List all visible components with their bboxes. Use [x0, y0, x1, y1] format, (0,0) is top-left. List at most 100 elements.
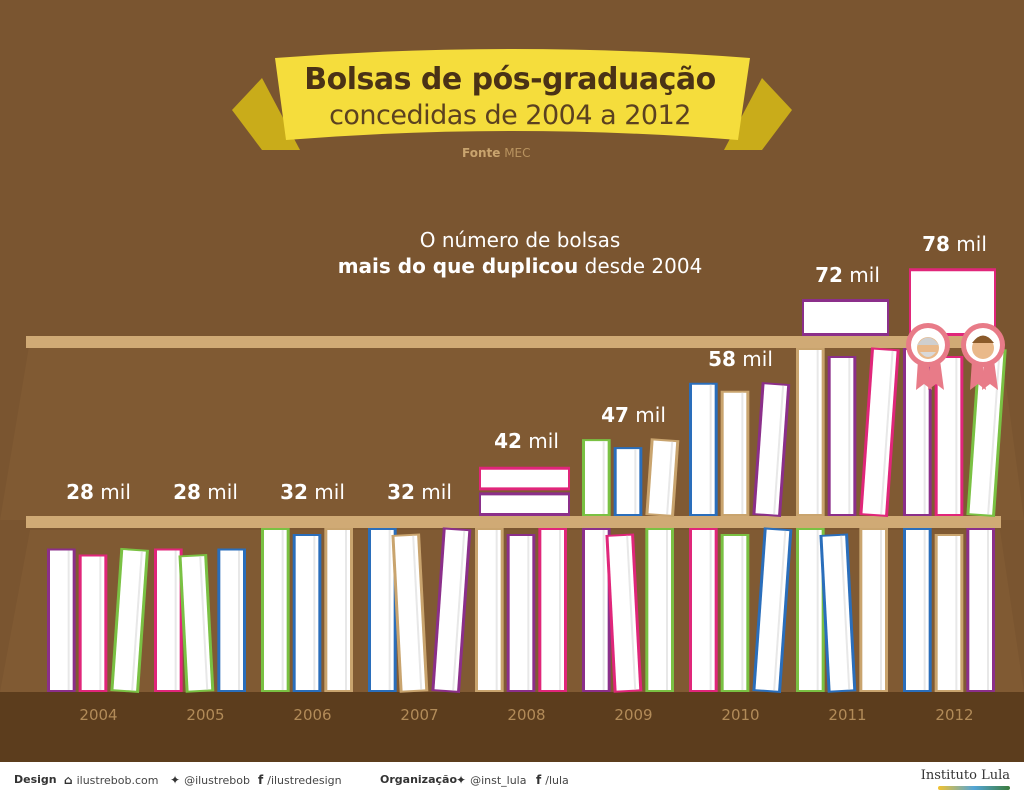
- source-value: MEC: [504, 146, 531, 160]
- bar-book: [292, 534, 322, 692]
- banner-right-tail: [724, 78, 792, 150]
- headline-line2: mais do que duplicou desde 2004: [280, 254, 760, 278]
- banner-body: [275, 49, 750, 140]
- bar-book: [605, 533, 643, 693]
- org-twitter-link[interactable]: ✦ @inst_lula: [456, 773, 526, 787]
- x-tick-label: 2009: [614, 706, 653, 724]
- headline-line1: O número de bolsas: [419, 228, 621, 252]
- title-banner: [232, 49, 792, 150]
- page-subtitle: concedidas de 2004 a 2012: [329, 100, 691, 131]
- middle-shelf: [26, 516, 1001, 528]
- bar-book: [819, 533, 857, 693]
- headline-bold: mais do que duplicou: [337, 254, 579, 278]
- bar-book: [752, 527, 793, 693]
- bar-book: [261, 528, 290, 692]
- bar-book: [689, 528, 718, 692]
- x-tick-label: 2006: [293, 706, 332, 724]
- x-tick-label: 2007: [400, 706, 439, 724]
- bar-book: [110, 547, 149, 693]
- bar-book: [431, 527, 472, 693]
- data-label: 72 mil: [815, 263, 880, 287]
- x-tick-label: 2004: [79, 706, 118, 724]
- data-label: 32 mil: [387, 480, 452, 504]
- bar-book: [827, 356, 857, 516]
- bar-book: [802, 299, 889, 336]
- design-site-text: ilustrebob.com: [76, 774, 159, 787]
- data-label: 58 mil: [708, 346, 773, 371]
- bar-book: [475, 528, 504, 692]
- bar-book: [720, 390, 750, 516]
- bar-book: [859, 347, 900, 517]
- data-label: 28 mil: [66, 480, 131, 504]
- logo-underline: [938, 786, 1010, 790]
- source-label: Fonte: [462, 146, 501, 160]
- bars: [47, 268, 1007, 693]
- chart-canvas: [0, 49, 1024, 762]
- medal-icon: [961, 323, 1005, 390]
- org-facebook-text: /lula: [545, 774, 569, 787]
- design-facebook-text: /ilustredesign: [267, 774, 342, 787]
- bar-book: [324, 528, 353, 692]
- design-twitter-link[interactable]: ✦ @ilustrebob: [170, 773, 250, 787]
- x-tick-label: 2012: [935, 706, 974, 724]
- header: Bolsas de pós-graduação concedidas de 20…: [0, 0, 1024, 200]
- bar-book: [645, 528, 674, 692]
- bar-book: [506, 534, 536, 692]
- x-tick-label: 2011: [828, 706, 867, 724]
- page-title: Bolsas de pós-graduação: [304, 62, 716, 97]
- design-facebook-link[interactable]: f/ilustredesign: [258, 773, 342, 787]
- bar-book: [645, 438, 680, 517]
- banner-left-tail: [232, 78, 300, 150]
- bar-book: [391, 533, 429, 693]
- org-label: Organização: [380, 773, 457, 786]
- bar-book: [613, 447, 643, 516]
- design-credit: Design: [14, 773, 57, 786]
- bar-book: [538, 528, 567, 692]
- x-tick-label: 2005: [186, 706, 225, 724]
- design-site-link[interactable]: ⌂ ilustrebob.com: [64, 773, 158, 787]
- facebook-icon: f: [258, 773, 264, 787]
- data-label: 32 mil: [280, 480, 345, 504]
- twitter-icon: ✦: [170, 773, 181, 787]
- bar-book: [47, 548, 76, 692]
- bar-book: [582, 439, 611, 516]
- bar-book: [720, 534, 750, 692]
- design-label: Design: [14, 773, 57, 786]
- bar-book: [796, 528, 825, 692]
- bar-book: [582, 528, 611, 692]
- org-facebook-link[interactable]: f/lula: [536, 773, 569, 787]
- design-twitter-text: @ilustrebob: [184, 774, 250, 787]
- bar-book: [368, 528, 397, 692]
- data-label: 42 mil: [494, 428, 559, 453]
- bar-book: [909, 268, 996, 336]
- bar-book: [217, 548, 246, 692]
- org-credit: Organização: [380, 773, 457, 786]
- top-shelf: [26, 336, 1001, 348]
- bar-book: [154, 548, 183, 692]
- medal-icon: [906, 323, 950, 390]
- bar-book: [903, 528, 932, 692]
- home-icon: ⌂: [64, 773, 73, 787]
- bar-book: [479, 492, 570, 516]
- bar-book: [966, 528, 995, 692]
- bar-book: [178, 553, 215, 693]
- org-twitter-text: @inst_lula: [470, 774, 527, 787]
- twitter-icon: ✦: [456, 773, 467, 787]
- source-note: Fonte MEC: [462, 146, 531, 160]
- footer: Design ⌂ ilustrebob.com ✦ @ilustrebob f/il…: [0, 762, 1024, 796]
- instituto-lula-logo: Instituto Lula: [920, 768, 1010, 783]
- bar-book: [752, 382, 791, 517]
- x-tick-label: 2008: [507, 706, 546, 724]
- data-label: 28 mil: [173, 480, 238, 504]
- facebook-icon: f: [536, 773, 542, 787]
- bar-book: [689, 382, 718, 516]
- bar-book: [966, 347, 1007, 517]
- bar-book: [796, 348, 825, 516]
- bar-book: [479, 466, 570, 491]
- bar-book: [78, 554, 108, 692]
- bar-book: [859, 528, 888, 692]
- headline-rest: desde 2004: [578, 254, 703, 278]
- bar-book: [934, 534, 964, 692]
- x-tick-label: 2010: [721, 706, 760, 724]
